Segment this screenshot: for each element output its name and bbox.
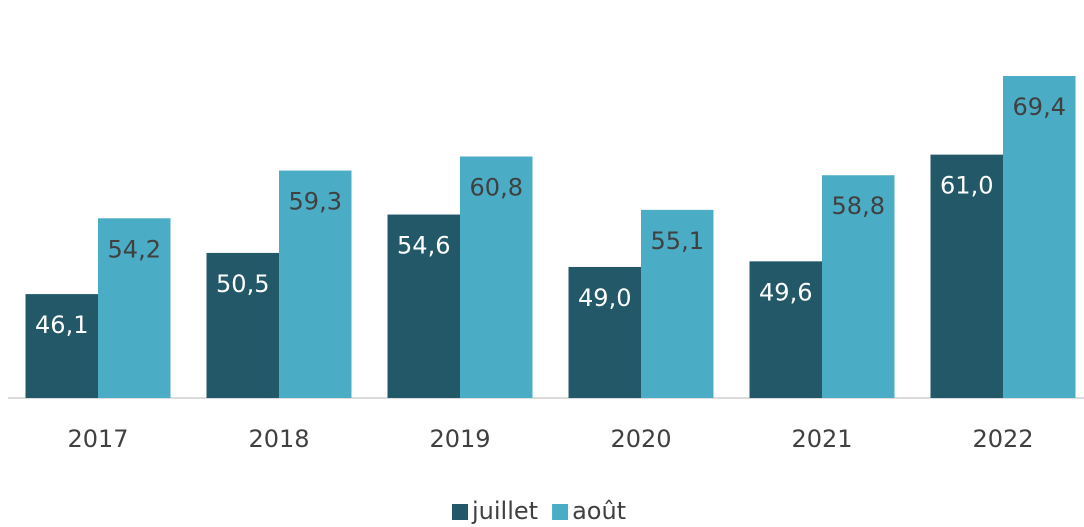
bar <box>641 209 714 398</box>
x-tick-label: 2018 <box>248 425 309 453</box>
x-tick-label: 2019 <box>429 425 490 453</box>
bar <box>206 252 279 398</box>
data-label: 46,1 <box>35 311 88 339</box>
data-label: 54,6 <box>397 232 450 260</box>
x-tick-label: 2022 <box>972 425 1033 453</box>
data-label: 60,8 <box>470 174 523 202</box>
bar <box>749 261 822 398</box>
data-label: 54,2 <box>108 235 161 263</box>
data-label: 55,1 <box>651 227 704 255</box>
bar <box>568 266 641 398</box>
bar <box>98 218 171 398</box>
bar <box>822 175 895 398</box>
bar <box>1003 76 1076 399</box>
x-tick-label: 2017 <box>67 425 128 453</box>
bar <box>930 154 1003 398</box>
bar <box>387 214 460 398</box>
data-label: 50,5 <box>216 270 269 298</box>
x-tick-label: 2021 <box>791 425 852 453</box>
data-label: 69,4 <box>1013 93 1066 121</box>
legend-swatch <box>552 504 569 520</box>
bar <box>25 294 98 398</box>
bar <box>460 156 533 398</box>
x-tick-label: 2020 <box>610 425 671 453</box>
data-label: 59,3 <box>289 188 342 216</box>
data-label: 58,8 <box>832 192 885 220</box>
data-label: 49,6 <box>759 278 812 306</box>
legend-label: juillet <box>471 497 538 525</box>
legend-swatch <box>452 504 468 520</box>
data-label: 49,0 <box>578 284 631 312</box>
legend-label: août <box>572 497 626 525</box>
data-label: 61,0 <box>940 172 993 200</box>
bar <box>279 170 352 398</box>
